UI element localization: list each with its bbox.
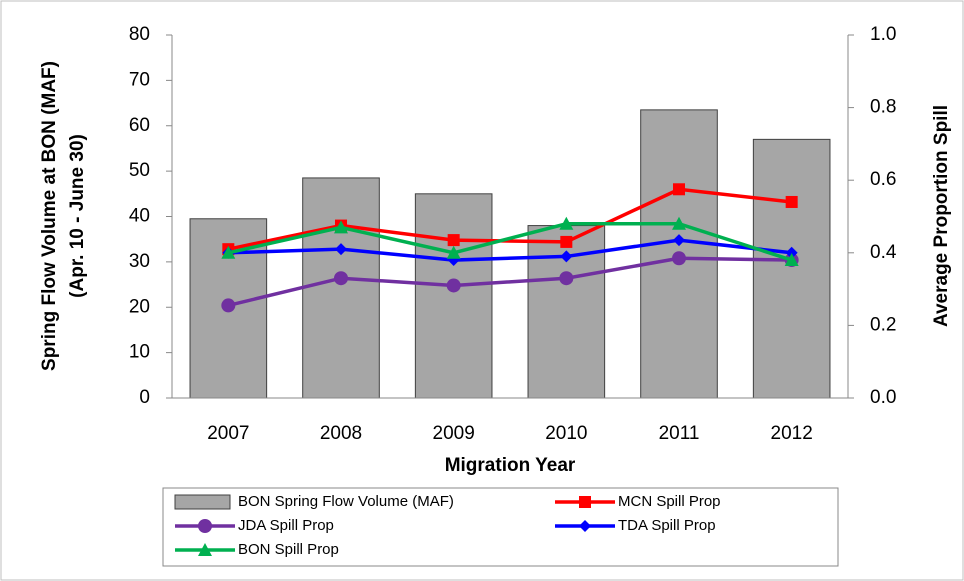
x-tick-label: 2007 <box>207 423 249 444</box>
line-marker <box>785 246 798 259</box>
line <box>227 187 792 251</box>
legend-marker <box>198 543 212 556</box>
legend-marker <box>198 519 212 533</box>
y-tick-label: 0 <box>139 387 150 408</box>
line-marker <box>446 278 461 293</box>
y-tick-label: 30 <box>129 251 150 272</box>
line-marker <box>559 216 574 230</box>
line-marker <box>334 271 348 286</box>
y2-tick-label: 0.4 <box>870 242 897 263</box>
line-marker <box>672 216 686 230</box>
legend-label: BON Spill Prop <box>238 541 339 558</box>
legend-marker <box>579 520 591 532</box>
bar <box>752 138 831 399</box>
legend-label: MCN Spill Prop <box>618 493 721 510</box>
line-marker <box>673 234 685 247</box>
line-marker <box>560 235 573 248</box>
legend-marker <box>579 496 591 508</box>
y-tick-label: 60 <box>129 115 150 136</box>
line-marker <box>673 183 685 196</box>
line-marker <box>784 253 799 267</box>
line-marker <box>334 220 348 234</box>
bar <box>414 193 493 399</box>
x-tick-label: 2009 <box>433 423 475 444</box>
y-tick-label: 70 <box>129 69 150 90</box>
line-marker <box>335 243 347 256</box>
line-marker <box>221 298 236 313</box>
x-tick-label: 2008 <box>320 423 362 444</box>
line-marker <box>560 250 573 263</box>
x-tick-label: 2012 <box>771 423 813 444</box>
legend-swatch <box>174 494 231 510</box>
line-marker <box>785 195 798 208</box>
bar <box>302 177 380 399</box>
y-tick-label: 40 <box>129 206 150 227</box>
legend-label: TDA Spill Prop <box>618 517 716 534</box>
y2-axis-title: Average Proportion Spill <box>931 105 952 327</box>
y-axis-title: Spring Flow Volume at BON (MAF) <box>39 61 60 371</box>
y-tick-label: 50 <box>129 160 150 181</box>
y2-tick-label: 0.0 <box>870 387 896 408</box>
x-axis-title: Migration Year <box>445 455 576 476</box>
y2-tick-label: 1.0 <box>870 24 896 45</box>
y-axis-subtitle: (Apr. 10 - June 30) <box>67 134 88 298</box>
x-tick-label: 2011 <box>659 423 700 444</box>
line-marker <box>446 245 461 259</box>
line-marker <box>221 245 236 259</box>
y-tick-label: 10 <box>129 342 150 363</box>
x-tick-label: 2010 <box>545 423 587 444</box>
line-marker <box>559 271 574 286</box>
line <box>227 222 793 262</box>
y-tick-label: 20 <box>129 296 150 317</box>
line <box>227 256 792 308</box>
y-tick-label: 80 <box>129 24 150 45</box>
legend-label: JDA Spill Prop <box>238 517 334 534</box>
line <box>228 238 792 262</box>
legend-label: BON Spring Flow Volume (MAF) <box>238 493 454 510</box>
y2-tick-label: 0.2 <box>870 314 896 335</box>
y2-tick-label: 0.8 <box>870 97 896 118</box>
line-marker <box>672 251 686 266</box>
legend-box <box>162 487 839 567</box>
y2-tick-label: 0.6 <box>870 169 896 190</box>
line-marker <box>447 234 460 247</box>
